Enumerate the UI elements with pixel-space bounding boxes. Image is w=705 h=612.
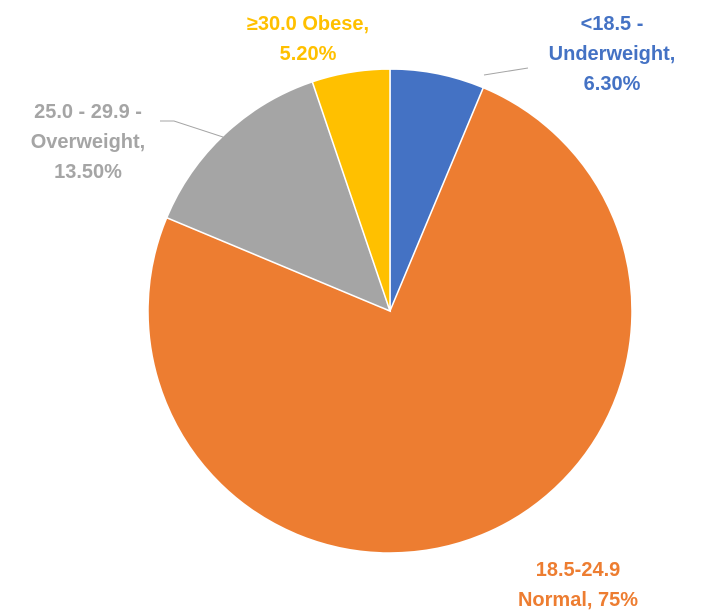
- data-label-line: ≥30.0 Obese,: [247, 13, 369, 35]
- data-label-line: 25.0 - 29.9 -: [34, 101, 142, 123]
- data-label-line: 5.20%: [280, 43, 337, 65]
- data-label: 18.5-24.9 Normal, 75%: [518, 559, 638, 611]
- leader-line: [483, 67, 529, 76]
- data-label: 25.0 - 29.9 - Overweight, 13.50%: [31, 101, 145, 183]
- data-label-line: 6.30%: [584, 73, 641, 95]
- pie-slice: [147, 86, 633, 554]
- data-label: ≥30.0 Obese, 5.20%: [247, 13, 369, 65]
- data-label-line: <18.5 -: [581, 13, 644, 35]
- data-label-line: Normal, 75%: [518, 589, 638, 611]
- pie-slice: [311, 68, 391, 312]
- data-label: <18.5 - Underweight, 6.30%: [549, 13, 676, 95]
- data-label-line: Overweight,: [31, 131, 145, 153]
- data-label-line: Underweight,: [549, 43, 676, 65]
- data-label-line: 18.5-24.9: [536, 559, 621, 581]
- leader-line: [160, 120, 227, 139]
- pie-slice: [165, 80, 392, 313]
- data-label-line: 13.50%: [54, 161, 122, 183]
